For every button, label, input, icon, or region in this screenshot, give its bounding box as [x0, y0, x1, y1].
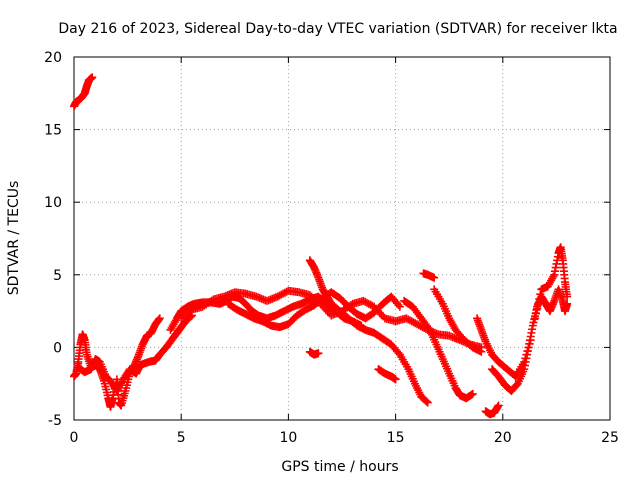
- series-6: [305, 256, 432, 407]
- data-points: [70, 73, 572, 419]
- y-axis-title: SDTVAR / TECUs: [6, 181, 22, 296]
- series-13: [481, 401, 503, 419]
- series-11: [430, 285, 486, 356]
- data-point: [422, 397, 431, 406]
- data-point: [423, 398, 432, 407]
- data-point: [536, 290, 545, 299]
- series-0: [70, 73, 97, 111]
- data-point: [533, 304, 542, 313]
- data-point: [314, 349, 323, 358]
- series-8: [374, 365, 400, 384]
- series-10: [400, 296, 477, 403]
- series-12: [473, 314, 535, 381]
- series-15: [530, 243, 572, 323]
- data-point: [88, 73, 97, 82]
- y-tick-label: 20: [44, 50, 62, 66]
- x-tick-label: 15: [387, 430, 405, 446]
- grid-lines: [74, 57, 610, 420]
- data-point: [530, 314, 539, 323]
- x-axis-title: GPS time / hours: [281, 459, 398, 475]
- data-point: [394, 301, 403, 310]
- series-9: [419, 269, 439, 282]
- series-2: [74, 311, 196, 395]
- plot-frame: [73, 56, 611, 421]
- series-7: [305, 347, 323, 359]
- x-tick-label: 5: [177, 430, 186, 446]
- chart-title: Day 216 of 2023, Sidereal Day-to-day VTE…: [58, 21, 617, 37]
- series-1: [70, 314, 164, 411]
- data-point: [534, 299, 543, 308]
- data-point: [477, 347, 486, 356]
- x-tick-label: 0: [70, 430, 79, 446]
- x-tick-label: 20: [494, 430, 512, 446]
- data-point: [207, 296, 216, 305]
- y-tick-label: 10: [44, 195, 62, 211]
- data-point: [391, 375, 400, 384]
- data-point: [395, 302, 404, 311]
- x-tick-label: 10: [279, 430, 297, 446]
- data-point: [394, 348, 403, 357]
- axis-ticks: 0 5 10 15 20 25 -5 0 5 10 15 20: [44, 50, 619, 446]
- data-point: [532, 309, 541, 318]
- x-tick-label: 25: [601, 430, 619, 446]
- data-point: [563, 299, 572, 308]
- series-14: [488, 285, 572, 395]
- data-point: [535, 295, 544, 303]
- data-point: [430, 273, 439, 282]
- data-point: [494, 401, 503, 410]
- y-tick-label: 15: [44, 123, 62, 139]
- y-tick-label: 0: [53, 340, 62, 356]
- data-point: [563, 292, 572, 301]
- data-point: [468, 389, 477, 398]
- y-tick-label: -5: [48, 413, 62, 429]
- data-point: [155, 314, 164, 323]
- y-tick-label: 5: [53, 268, 62, 284]
